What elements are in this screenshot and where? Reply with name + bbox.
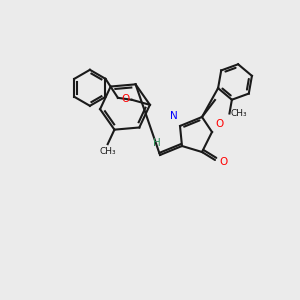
Text: O: O (122, 94, 130, 104)
Text: H: H (153, 138, 161, 148)
Text: N: N (170, 111, 178, 121)
Text: CH₃: CH₃ (230, 109, 247, 118)
Text: O: O (219, 157, 227, 167)
Text: O: O (215, 119, 223, 129)
Text: CH₃: CH₃ (99, 147, 116, 156)
